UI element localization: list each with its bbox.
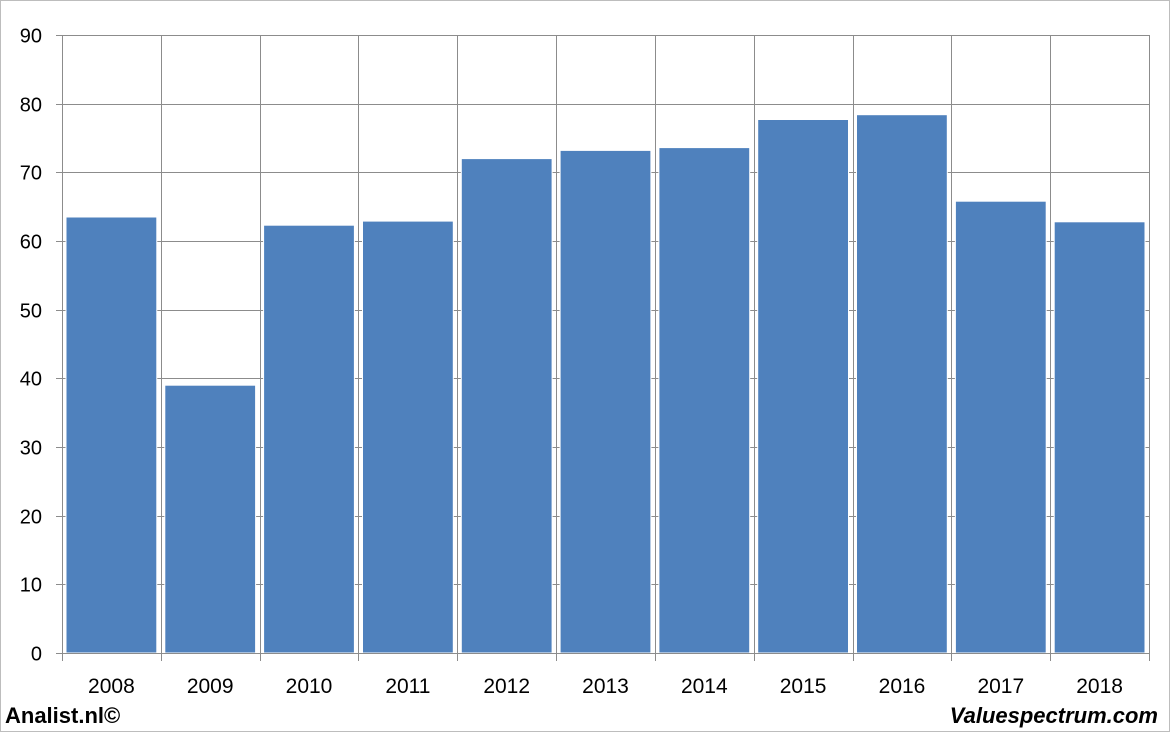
bar-2008	[65, 216, 158, 654]
bar-layer	[65, 114, 1146, 654]
footer-source-right: Valuespectrum.com	[949, 703, 1158, 728]
x-tick-label: 2018	[1076, 675, 1123, 698]
bar-2011	[362, 220, 454, 654]
label-layer: 0 10 20 30 40 50 60 70 80 90 2008 2009 2010 2011 2012 2…	[20, 26, 1123, 699]
axis-layer	[56, 35, 1149, 654]
bar-2009	[164, 384, 257, 654]
footer-source-left: Analist.nl©	[5, 703, 121, 728]
x-tick-label: 2013	[582, 675, 629, 698]
bar-2016	[856, 114, 948, 654]
bar-2018	[1053, 221, 1146, 654]
x-tick-label: 2015	[780, 675, 827, 698]
y-tick-label: 10	[20, 575, 42, 597]
bar-2015	[757, 119, 850, 654]
y-tick-label: 90	[20, 26, 42, 48]
x-tick-label: 2016	[879, 675, 926, 698]
bar-2012	[460, 158, 553, 654]
y-tick-label: 60	[20, 232, 42, 254]
bar-2017	[954, 200, 1047, 654]
y-tick-label: 80	[20, 95, 42, 117]
y-tick-label: 20	[20, 507, 42, 529]
bar-2010	[263, 224, 355, 654]
x-tick-label: 2009	[187, 675, 234, 698]
y-tick-label: 50	[20, 301, 42, 323]
y-tick-label: 30	[20, 438, 42, 460]
x-tick-label: 2017	[977, 675, 1024, 698]
y-tick-label: 70	[20, 163, 42, 185]
x-tick-label: 2010	[286, 675, 333, 698]
x-tick-label: 2014	[681, 675, 728, 698]
y-tick-label: 40	[20, 369, 42, 391]
x-tick-label: 2008	[88, 675, 135, 698]
bar-2013	[559, 149, 652, 654]
bar-2014	[658, 147, 751, 654]
x-tick-label: 2011	[385, 675, 430, 698]
x-tick-label: 2012	[483, 675, 530, 698]
bar-chart: 0 10 20 30 40 50 60 70 80 90 2008 2009 2010 2011 2012 2…	[20, 26, 1150, 699]
y-tick-label: 0	[31, 644, 42, 666]
